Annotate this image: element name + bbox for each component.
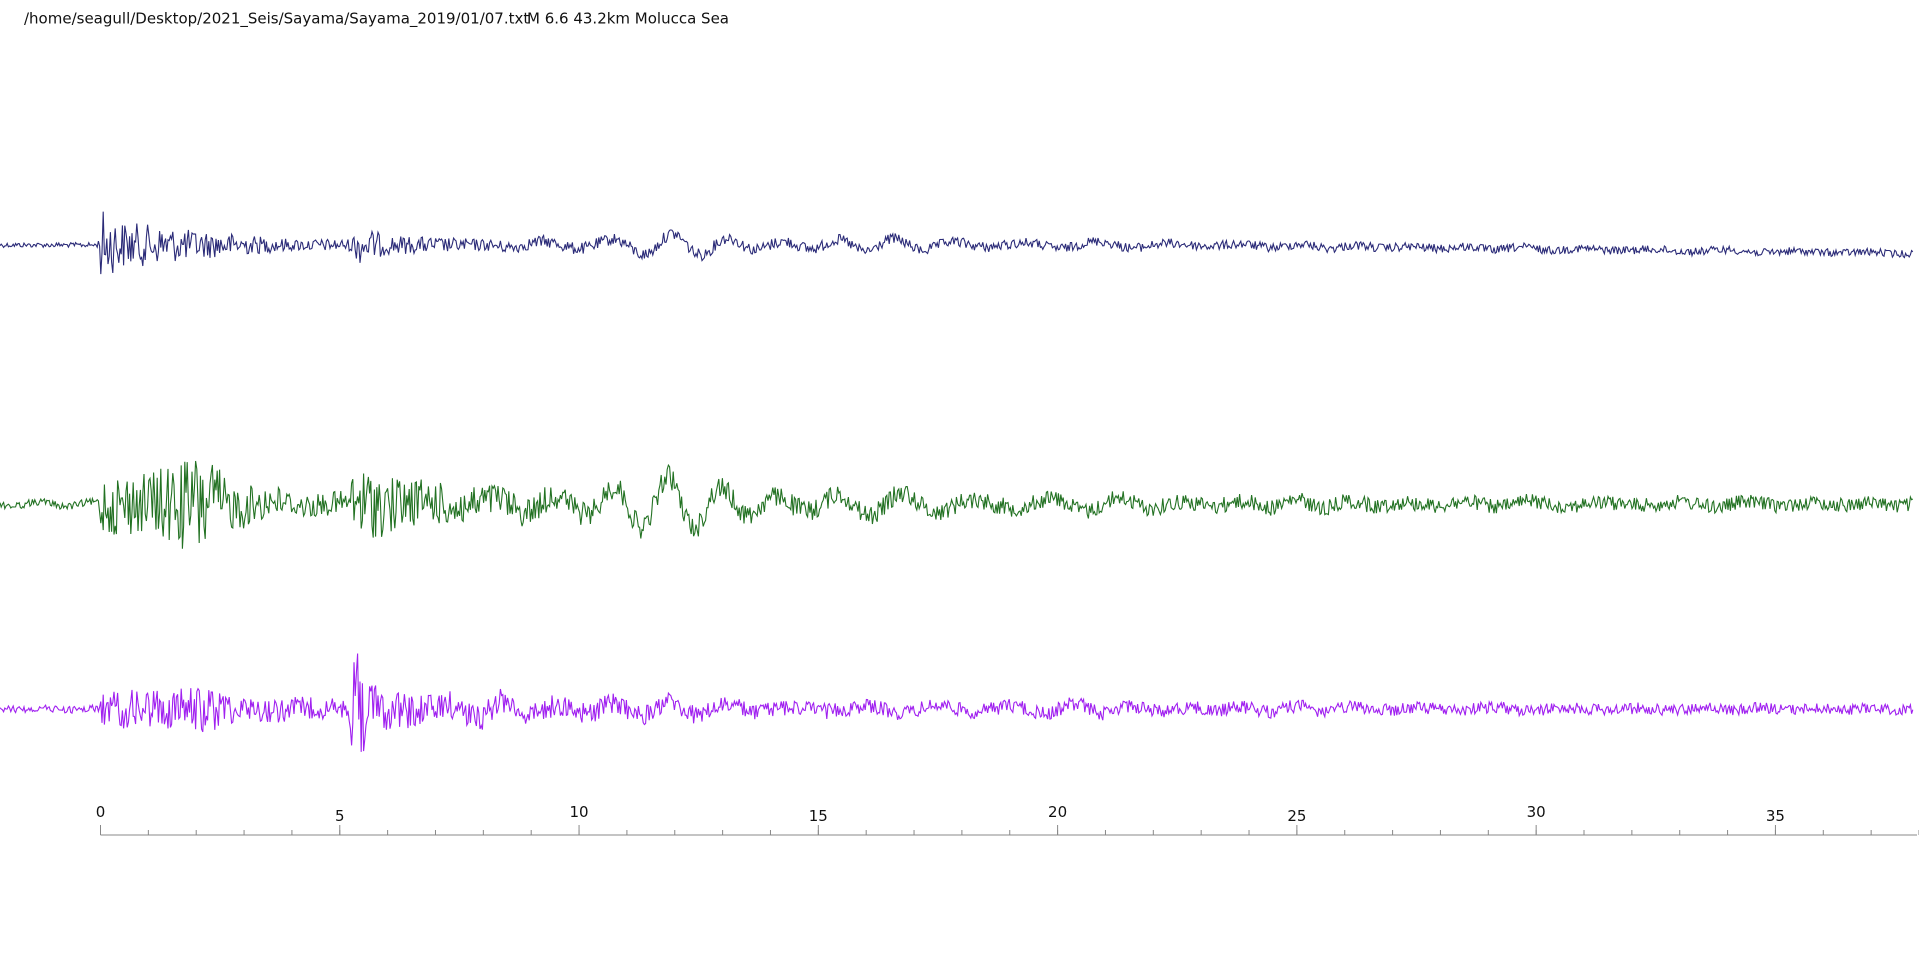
time-axis: 0 5 10 15 20 25 30 35 bbox=[96, 803, 1919, 836]
tick-label: 15 bbox=[809, 807, 828, 825]
file-path: /home/seagull/Desktop/2021_Seis/Sayama/S… bbox=[24, 10, 529, 29]
tick-label: 10 bbox=[570, 803, 589, 821]
tick-label: 35 bbox=[1766, 807, 1785, 825]
waveform bbox=[0, 211, 1914, 275]
tick-label: 30 bbox=[1527, 803, 1546, 821]
tick-label: 20 bbox=[1048, 803, 1067, 821]
tick-label: 5 bbox=[335, 807, 345, 825]
waveform bbox=[0, 653, 1914, 752]
event-info: M 6.6 43.2km Molucca Sea bbox=[527, 10, 729, 28]
traces bbox=[0, 211, 1914, 752]
tick-label: 25 bbox=[1287, 807, 1306, 825]
waveform bbox=[0, 460, 1914, 549]
tick-label: 0 bbox=[96, 803, 106, 821]
